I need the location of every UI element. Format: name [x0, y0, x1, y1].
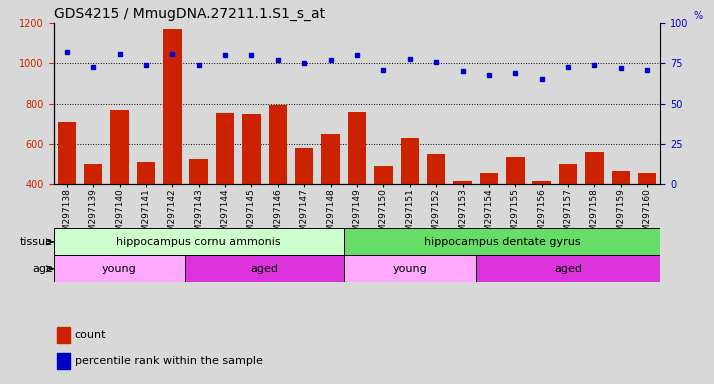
Bar — [189, 159, 208, 184]
Bar — [476, 255, 660, 282]
Bar — [58, 122, 76, 184]
Text: hippocampus dentate gyrus: hippocampus dentate gyrus — [424, 237, 580, 247]
Text: tissue: tissue — [20, 237, 53, 247]
Bar — [321, 134, 340, 184]
Bar — [216, 113, 234, 184]
Bar — [638, 173, 656, 184]
Bar — [585, 152, 604, 184]
Text: young: young — [102, 264, 137, 274]
Text: %: % — [694, 12, 703, 22]
Bar — [54, 255, 186, 282]
Text: age: age — [32, 264, 53, 274]
Bar — [506, 157, 525, 184]
Bar — [84, 164, 102, 184]
Bar — [186, 255, 344, 282]
Bar — [163, 29, 181, 184]
Bar — [344, 255, 476, 282]
Bar — [295, 148, 313, 184]
Bar — [54, 228, 344, 255]
Bar — [427, 154, 446, 184]
Text: aged: aged — [251, 264, 278, 274]
Bar — [56, 353, 70, 369]
Text: hippocampus cornu ammonis: hippocampus cornu ammonis — [116, 237, 281, 247]
Bar — [374, 166, 393, 184]
Bar — [348, 112, 366, 184]
Text: GDS4215 / MmugDNA.27211.1.S1_s_at: GDS4215 / MmugDNA.27211.1.S1_s_at — [54, 7, 325, 21]
Bar — [268, 105, 287, 184]
Text: percentile rank within the sample: percentile rank within the sample — [75, 356, 263, 366]
Text: aged: aged — [554, 264, 582, 274]
Bar — [110, 110, 129, 184]
Bar — [242, 114, 261, 184]
Bar — [136, 162, 155, 184]
Bar — [559, 164, 578, 184]
Bar — [453, 181, 472, 184]
Bar — [533, 181, 551, 184]
Text: count: count — [75, 330, 106, 340]
Bar — [401, 138, 419, 184]
Text: young: young — [393, 264, 427, 274]
Bar — [344, 228, 660, 255]
Bar — [480, 173, 498, 184]
Bar — [56, 327, 70, 343]
Bar — [612, 171, 630, 184]
